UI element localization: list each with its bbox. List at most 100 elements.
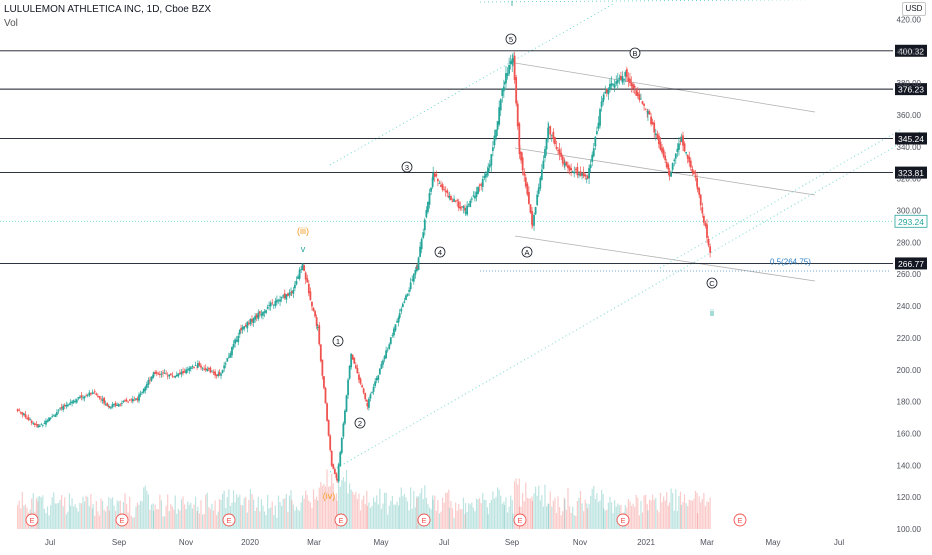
volume-bar <box>596 493 598 529</box>
candle-body <box>618 77 621 80</box>
volume-bar <box>490 499 492 529</box>
volume-bar <box>223 490 225 529</box>
candle-body <box>232 344 235 348</box>
volume-bar <box>209 509 211 529</box>
candle-body <box>609 84 611 90</box>
earnings-marker <box>616 513 630 527</box>
y-tick-label: 300.00 <box>897 207 922 216</box>
volume-bar <box>377 504 379 529</box>
volume-bar <box>236 494 238 529</box>
wave-label: 2 <box>358 419 362 428</box>
x-tick-label: Mar <box>307 538 321 547</box>
candle-body <box>120 403 123 404</box>
candle-body <box>380 364 383 369</box>
candle-body <box>136 398 139 401</box>
channel-line <box>514 62 816 113</box>
volume-bar <box>245 497 247 529</box>
volume-bar <box>559 507 561 529</box>
candle-body <box>596 131 598 134</box>
volume-bar <box>518 478 520 529</box>
volume-bar <box>335 493 338 529</box>
candle-body <box>246 321 249 329</box>
volume-bar <box>110 498 112 529</box>
candle-body <box>271 302 274 304</box>
volume-bar <box>391 495 393 529</box>
candle-body <box>204 368 207 370</box>
volume-bar <box>80 503 83 529</box>
volume-bar <box>372 497 375 529</box>
volume-bar <box>91 508 94 529</box>
candle-body <box>117 404 120 407</box>
candle-body <box>247 323 250 325</box>
candle-body <box>364 392 367 400</box>
volume-bar <box>437 500 439 529</box>
volume-bar <box>525 482 527 529</box>
volume-bar <box>290 490 292 529</box>
candle-body <box>696 177 698 187</box>
volume-bar <box>268 508 270 529</box>
candle-body <box>584 174 587 177</box>
candle-body <box>252 318 255 323</box>
candle-body <box>378 368 381 375</box>
volume-bar <box>668 502 671 529</box>
volume-bar <box>50 505 52 529</box>
volume-bar <box>220 500 222 529</box>
candle-body <box>103 397 106 404</box>
volume-bar <box>349 483 351 529</box>
volume-bar <box>342 477 344 529</box>
candle-body <box>229 353 232 358</box>
volume-bar <box>176 513 178 529</box>
candle-body <box>498 107 501 125</box>
currency-button[interactable]: USD <box>902 2 926 16</box>
candle-body <box>475 191 478 198</box>
candle-body <box>29 419 32 421</box>
volume-bar <box>162 516 164 529</box>
volume-bar <box>479 498 481 529</box>
level-price-tag <box>895 132 927 145</box>
volume-bar <box>606 509 608 529</box>
volume-bar <box>74 504 76 529</box>
volume-bar <box>557 496 559 529</box>
volume-bar <box>320 481 322 529</box>
candle-body <box>144 386 147 391</box>
volume-bar <box>328 486 330 529</box>
candle-body <box>423 219 426 231</box>
volume-bar <box>430 509 432 529</box>
candle-body <box>539 177 542 189</box>
volume-bar <box>197 506 199 529</box>
candle-body <box>648 111 651 115</box>
volume-bar <box>111 497 114 529</box>
volume-bar <box>464 502 467 529</box>
candle-body <box>382 360 384 365</box>
candle-body <box>533 214 535 226</box>
volume-bar <box>441 497 444 529</box>
candle-body <box>420 238 423 250</box>
volume-bar <box>682 502 684 529</box>
volume-bar <box>108 497 110 529</box>
volume-bar <box>399 497 401 529</box>
candle-body <box>324 387 327 404</box>
candle-body <box>615 81 618 84</box>
volume-bar <box>704 506 707 529</box>
candle-body <box>244 324 247 327</box>
candle-body <box>412 274 415 282</box>
candle-body <box>19 412 22 413</box>
volume-bar <box>570 512 572 529</box>
volume-bar <box>17 505 19 529</box>
volume-bar <box>88 506 90 529</box>
candle-body <box>168 374 171 377</box>
volume-bar <box>565 509 568 529</box>
candle-body <box>224 363 227 365</box>
candle-body <box>647 110 649 115</box>
candle-body <box>21 412 24 415</box>
candle-body <box>405 295 407 300</box>
y-tick-label: 280.00 <box>897 238 922 247</box>
candle-body <box>571 171 574 173</box>
candle-body <box>704 222 707 226</box>
volume-bar <box>321 485 323 529</box>
candle-body <box>696 186 699 190</box>
channel-line <box>479 0 817 3</box>
candle-body <box>125 399 128 402</box>
